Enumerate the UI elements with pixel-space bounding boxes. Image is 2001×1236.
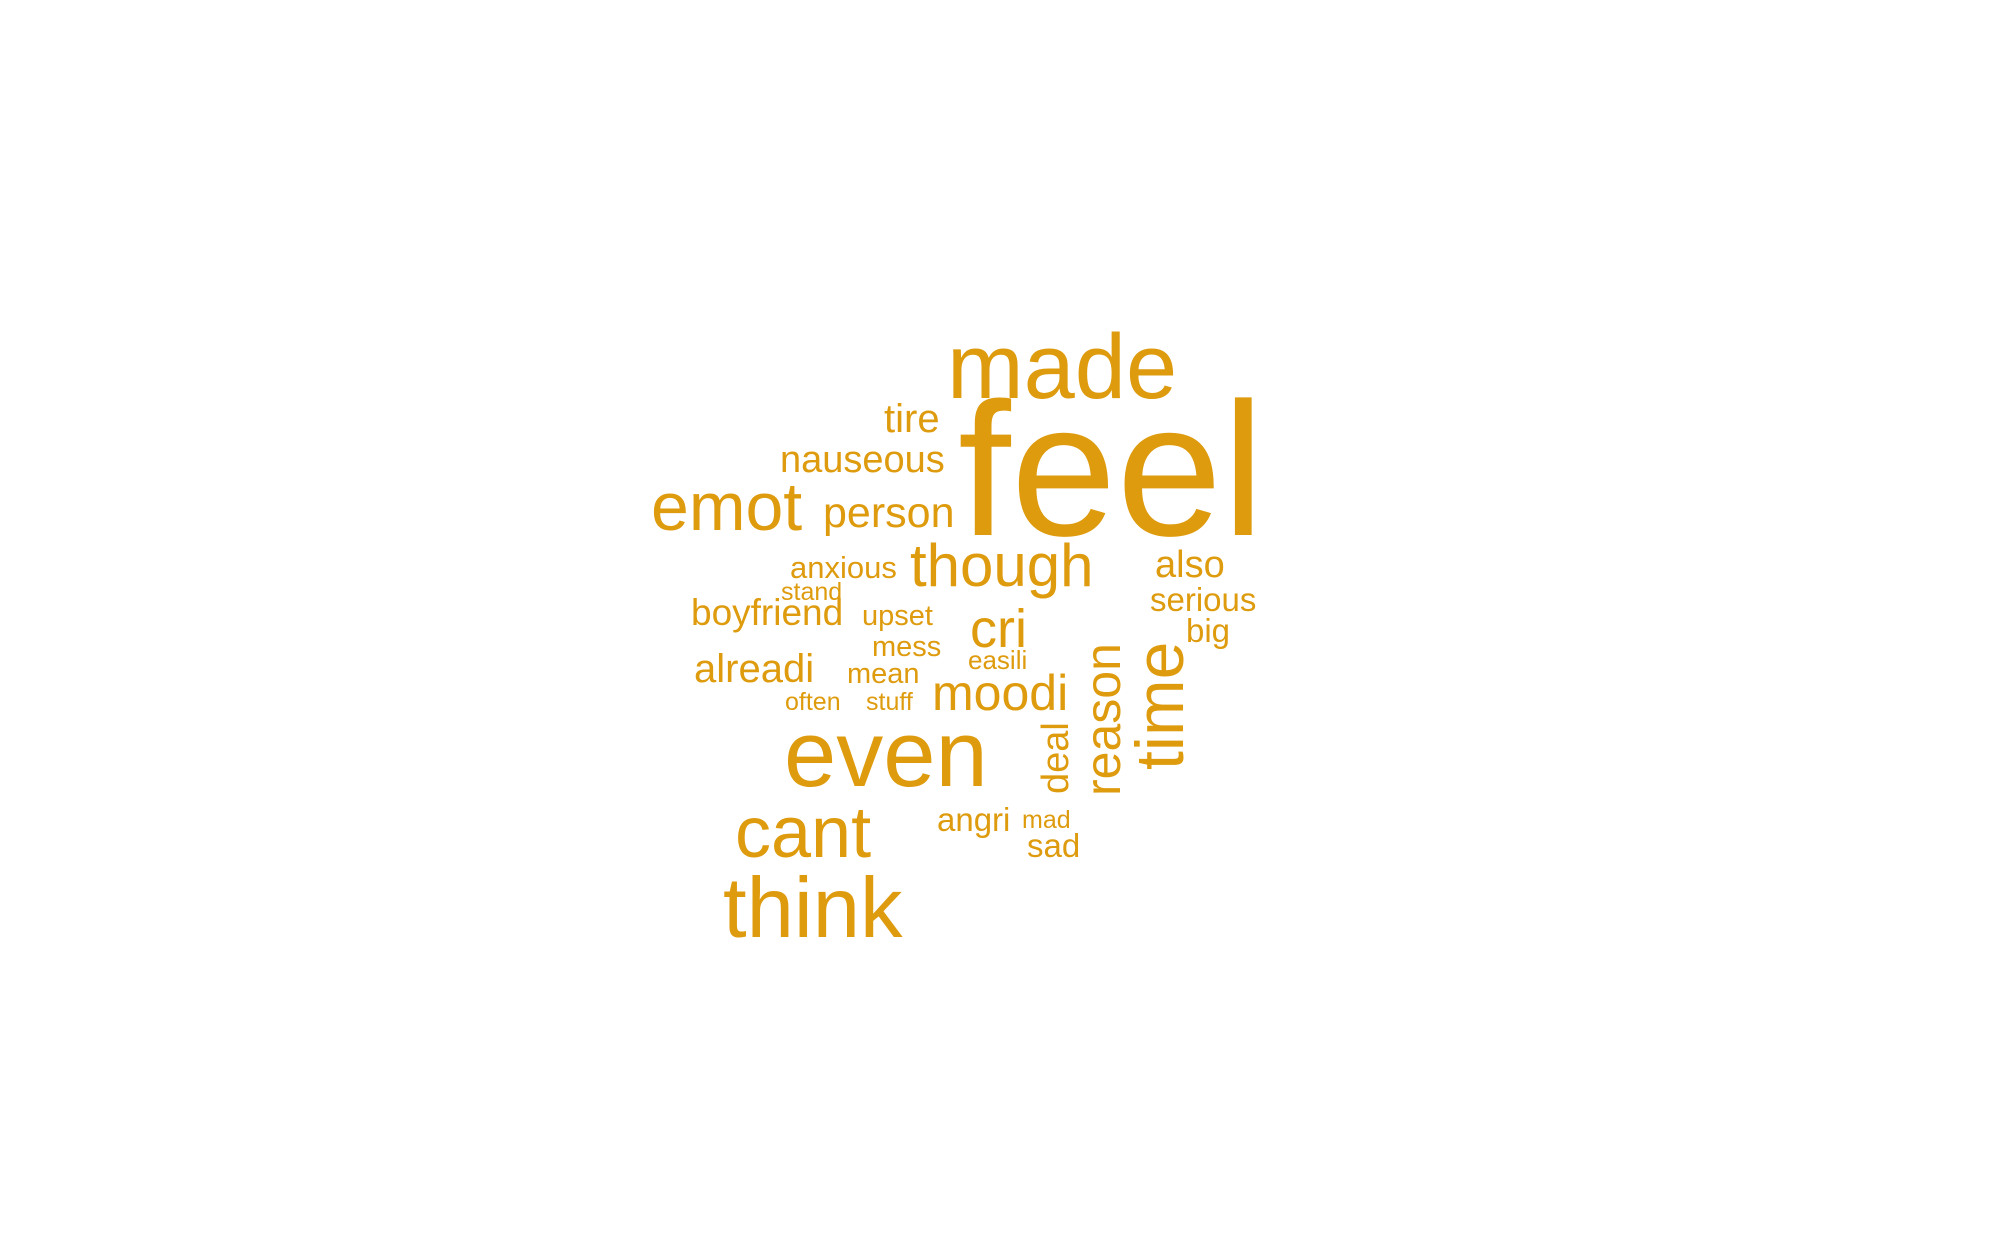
word-big: big <box>1186 612 1230 649</box>
word-moodi: moodi <box>932 665 1068 721</box>
word-easili: easili <box>968 645 1027 675</box>
word-time: time <box>1122 642 1198 770</box>
word-anxious: anxious <box>790 550 897 585</box>
word-also: also <box>1155 544 1225 586</box>
word-person: person <box>823 489 954 537</box>
word-serious: serious <box>1150 581 1256 618</box>
word-upset: upset <box>862 600 933 632</box>
word-cri: cri <box>970 599 1027 659</box>
word-mad: mad <box>1022 806 1071 834</box>
word-even: even <box>784 701 988 806</box>
word-angri: angri <box>937 801 1010 838</box>
word-made: made <box>947 316 1177 418</box>
word-tire: tire <box>884 397 940 441</box>
word-cant: cant <box>735 793 871 873</box>
word-stuff: stuff <box>866 688 913 716</box>
word-often: often <box>785 688 841 716</box>
word-sad: sad <box>1027 827 1080 864</box>
word-alreadi: alreadi <box>694 647 814 691</box>
word-boyfriend: boyfriend <box>691 592 843 633</box>
word-deal: deal <box>1035 722 1077 794</box>
word-reason: reason <box>1075 643 1131 796</box>
word-stand: stand <box>781 578 842 606</box>
word-mean: mean <box>847 658 920 690</box>
word-though: though <box>910 532 1094 599</box>
word-nauseous: nauseous <box>780 439 945 481</box>
word-mess: mess <box>872 631 941 663</box>
word-feel: feel <box>958 364 1264 576</box>
word-emot: emot <box>651 469 802 545</box>
word-think: think <box>723 861 903 956</box>
